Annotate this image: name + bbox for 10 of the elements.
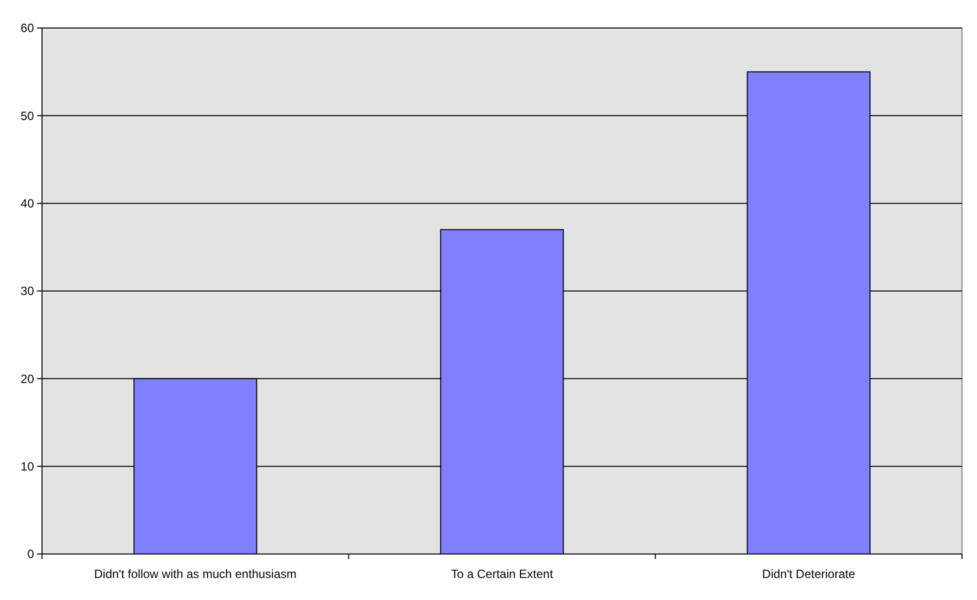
y-tick-label: 20 bbox=[20, 372, 34, 386]
y-tick-label: 30 bbox=[20, 284, 34, 298]
y-tick-label: 50 bbox=[20, 108, 34, 123]
x-tick-label: Didn't Deteriorate bbox=[762, 567, 856, 581]
y-tick-label: 60 bbox=[20, 21, 34, 36]
y-tick-label: 0 bbox=[27, 547, 34, 562]
y-tick-label: 40 bbox=[20, 196, 34, 211]
x-tick-label: To a Certain Extent bbox=[450, 567, 554, 581]
y-tick-label: 10 bbox=[20, 460, 34, 474]
x-tick-label: Didn't follow with as much enthusiasm bbox=[94, 567, 297, 581]
